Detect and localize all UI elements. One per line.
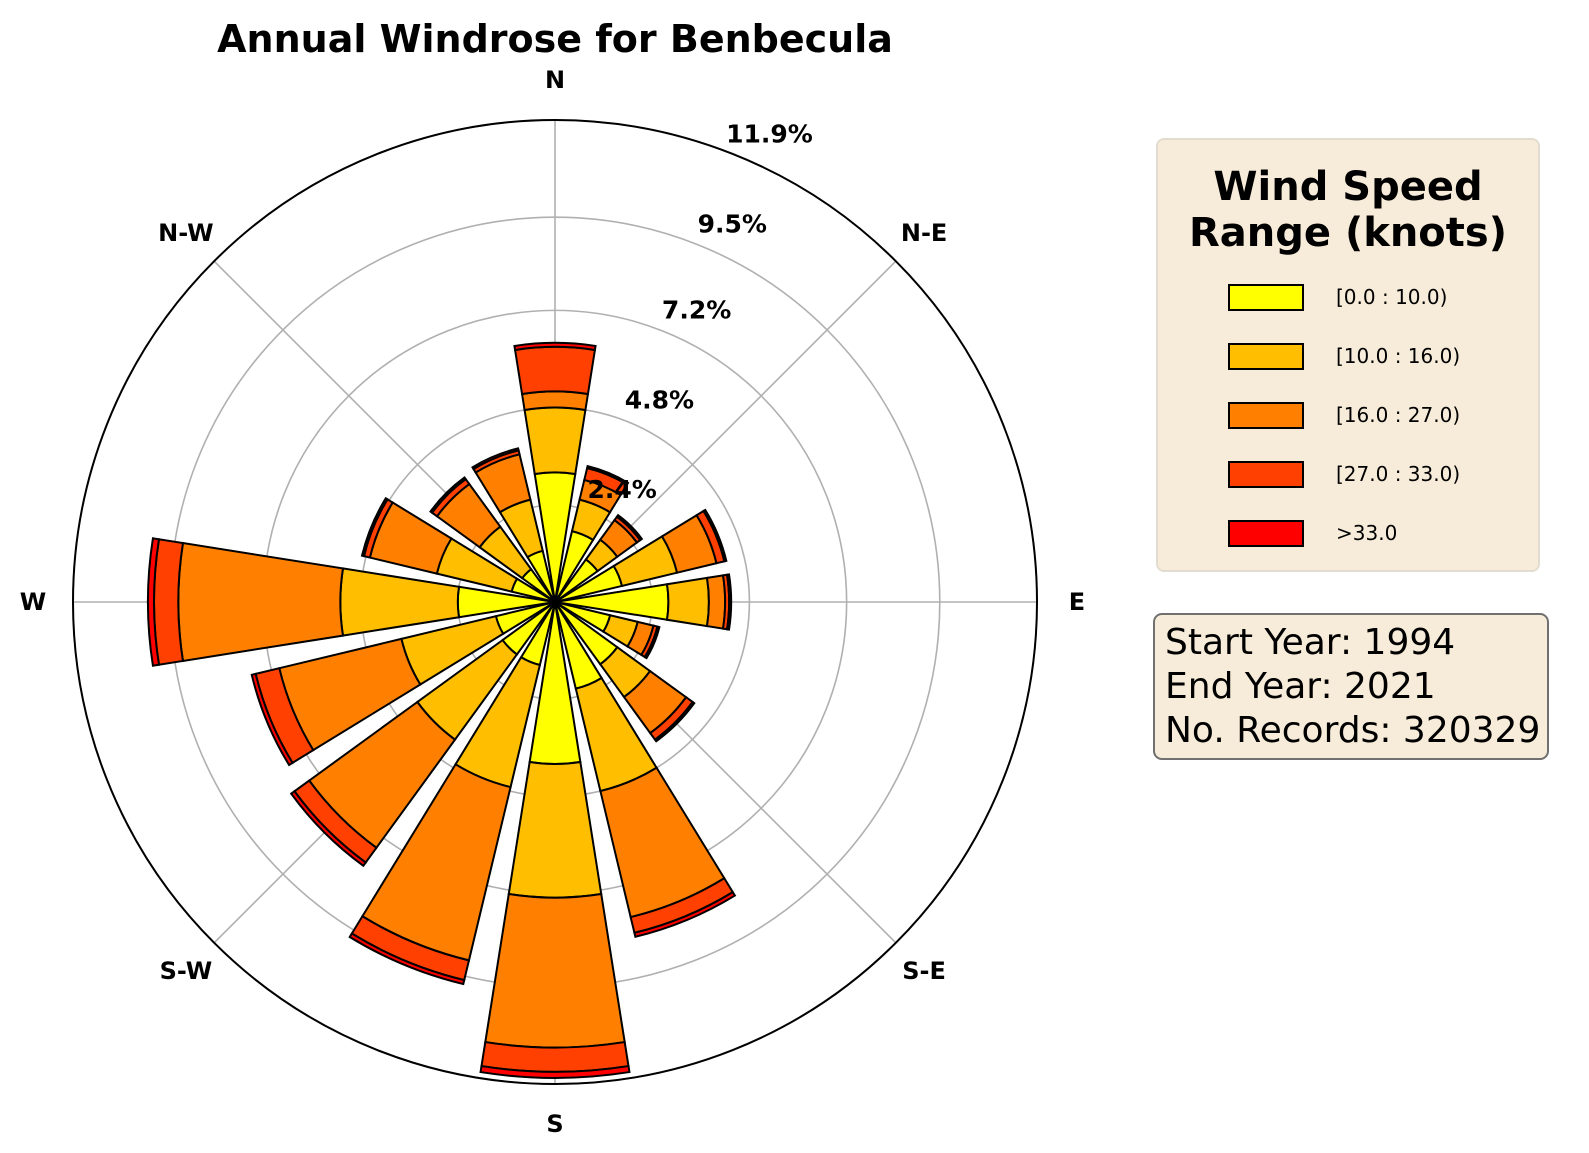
bar-segment-wnw bbox=[360, 496, 389, 558]
legend-swatch bbox=[1228, 401, 1304, 429]
direction-label: N bbox=[545, 66, 565, 94]
bar-segment-n bbox=[513, 341, 597, 352]
legend-item: [10.0 : 16.0) bbox=[1228, 341, 1460, 371]
radial-tick-label: 4.8% bbox=[625, 385, 694, 414]
legend-title-line1: Wind Speed bbox=[1213, 164, 1483, 210]
radial-tick-label: 2.4% bbox=[588, 475, 657, 504]
legend-title: Wind Speed Range (knots) bbox=[1158, 164, 1538, 256]
legend-swatch bbox=[1228, 519, 1304, 547]
legend-item: [27.0 : 33.0) bbox=[1228, 459, 1460, 489]
radial-tick-label: 7.2% bbox=[662, 296, 731, 325]
legend-label: [10.0 : 16.0) bbox=[1336, 344, 1461, 368]
bar-segment-se bbox=[653, 700, 696, 743]
legend-item: >33.0 bbox=[1228, 518, 1397, 548]
bar-segment-sw bbox=[289, 789, 368, 868]
direction-label: S-E bbox=[902, 957, 946, 985]
direction-label: N-W bbox=[158, 219, 213, 247]
direction-label: W bbox=[20, 588, 46, 616]
legend-swatch bbox=[1228, 283, 1304, 311]
windrose-bars bbox=[146, 341, 737, 1079]
bar-segment-nw bbox=[429, 476, 468, 515]
axis-labels: N N-E E S-E S S-W W N-W 2.4% 4.8% 7.2% 9.5% 11.9% bbox=[20, 66, 1085, 1138]
bar-segment-ese bbox=[643, 625, 661, 660]
bar-segment-n bbox=[523, 406, 587, 476]
bar-segment-s bbox=[479, 1064, 631, 1079]
legend-label: [27.0 : 33.0) bbox=[1336, 462, 1461, 486]
radial-tick-label: 9.5% bbox=[698, 210, 767, 239]
legend-item: [0.0 : 10.0) bbox=[1228, 282, 1447, 312]
direction-label: S-W bbox=[160, 957, 213, 985]
bar-segment-ssw bbox=[348, 932, 466, 986]
info-box: Start Year: 1994 End Year: 2021 No. Reco… bbox=[1153, 613, 1549, 760]
bar-segment-s bbox=[484, 892, 626, 1049]
direction-label: N-E bbox=[901, 219, 947, 247]
bar-segment-ene bbox=[702, 508, 728, 563]
bar-segment-n bbox=[520, 390, 590, 412]
legend-label: [16.0 : 27.0) bbox=[1336, 403, 1461, 427]
legend-label: [0.0 : 10.0) bbox=[1336, 285, 1448, 309]
start-year-text: Start Year: 1994 bbox=[1165, 622, 1456, 663]
bar-segment-nnw bbox=[471, 447, 520, 471]
bar-segment-w bbox=[146, 537, 161, 667]
bar-segment-w bbox=[177, 541, 345, 663]
bar-segment-e bbox=[665, 576, 710, 628]
legend: Wind Speed Range (knots) [0.0 : 10.0) [1… bbox=[1156, 138, 1540, 572]
end-year-text: End Year: 2021 bbox=[1165, 666, 1436, 707]
legend-label: >33.0 bbox=[1336, 521, 1398, 545]
bar-segment-ne bbox=[615, 513, 644, 542]
bar-segment-nne bbox=[585, 464, 630, 486]
bar-segment-s bbox=[507, 760, 603, 899]
chart-title: Annual Windrose for Benbecula bbox=[217, 17, 893, 61]
direction-label: E bbox=[1069, 588, 1085, 616]
legend-title-line2: Range (knots) bbox=[1188, 210, 1507, 256]
legend-swatch bbox=[1228, 460, 1304, 488]
bar-segment-wsw bbox=[250, 672, 294, 767]
direction-label: S bbox=[546, 1110, 563, 1138]
bar-segment-w bbox=[339, 567, 461, 637]
polar-frame bbox=[72, 119, 1038, 1085]
legend-item: [16.0 : 27.0) bbox=[1228, 400, 1460, 430]
bar-segment-e bbox=[705, 574, 727, 630]
record-count-text: No. Records: 320329 bbox=[1165, 710, 1541, 751]
bar-segment-e bbox=[725, 573, 733, 631]
bar-segment-n bbox=[513, 345, 597, 396]
legend-swatch bbox=[1228, 342, 1304, 370]
radial-tick-label: 11.9% bbox=[726, 120, 813, 149]
bar-segment-sse bbox=[633, 890, 737, 938]
bar-segment-w bbox=[153, 538, 185, 666]
